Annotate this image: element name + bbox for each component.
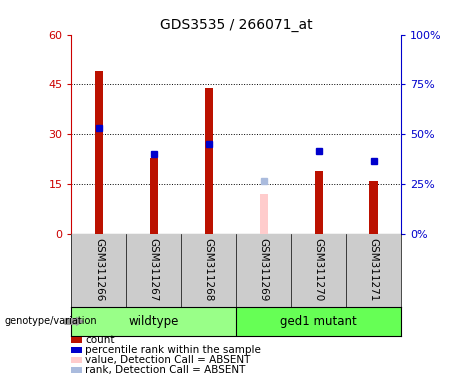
Text: rank, Detection Call = ABSENT: rank, Detection Call = ABSENT — [85, 365, 246, 375]
Text: GSM311268: GSM311268 — [204, 238, 214, 301]
Text: ged1 mutant: ged1 mutant — [280, 315, 357, 328]
Text: percentile rank within the sample: percentile rank within the sample — [85, 345, 261, 355]
Title: GDS3535 / 266071_at: GDS3535 / 266071_at — [160, 18, 313, 32]
Bar — [95, 71, 103, 234]
Bar — [150, 158, 158, 234]
Bar — [205, 88, 213, 234]
Text: GSM311266: GSM311266 — [94, 238, 104, 301]
Text: GSM311271: GSM311271 — [369, 238, 378, 301]
Text: GSM311269: GSM311269 — [259, 238, 269, 301]
Text: genotype/variation: genotype/variation — [5, 316, 97, 326]
Text: value, Detection Call = ABSENT: value, Detection Call = ABSENT — [85, 355, 251, 365]
Text: GSM311267: GSM311267 — [149, 238, 159, 301]
Bar — [369, 181, 378, 234]
Text: wildtype: wildtype — [129, 315, 179, 328]
Text: count: count — [85, 335, 115, 345]
Bar — [260, 194, 268, 234]
Text: GSM311270: GSM311270 — [313, 238, 324, 301]
Bar — [71, 307, 236, 336]
Bar — [236, 307, 401, 336]
Bar — [314, 171, 323, 234]
